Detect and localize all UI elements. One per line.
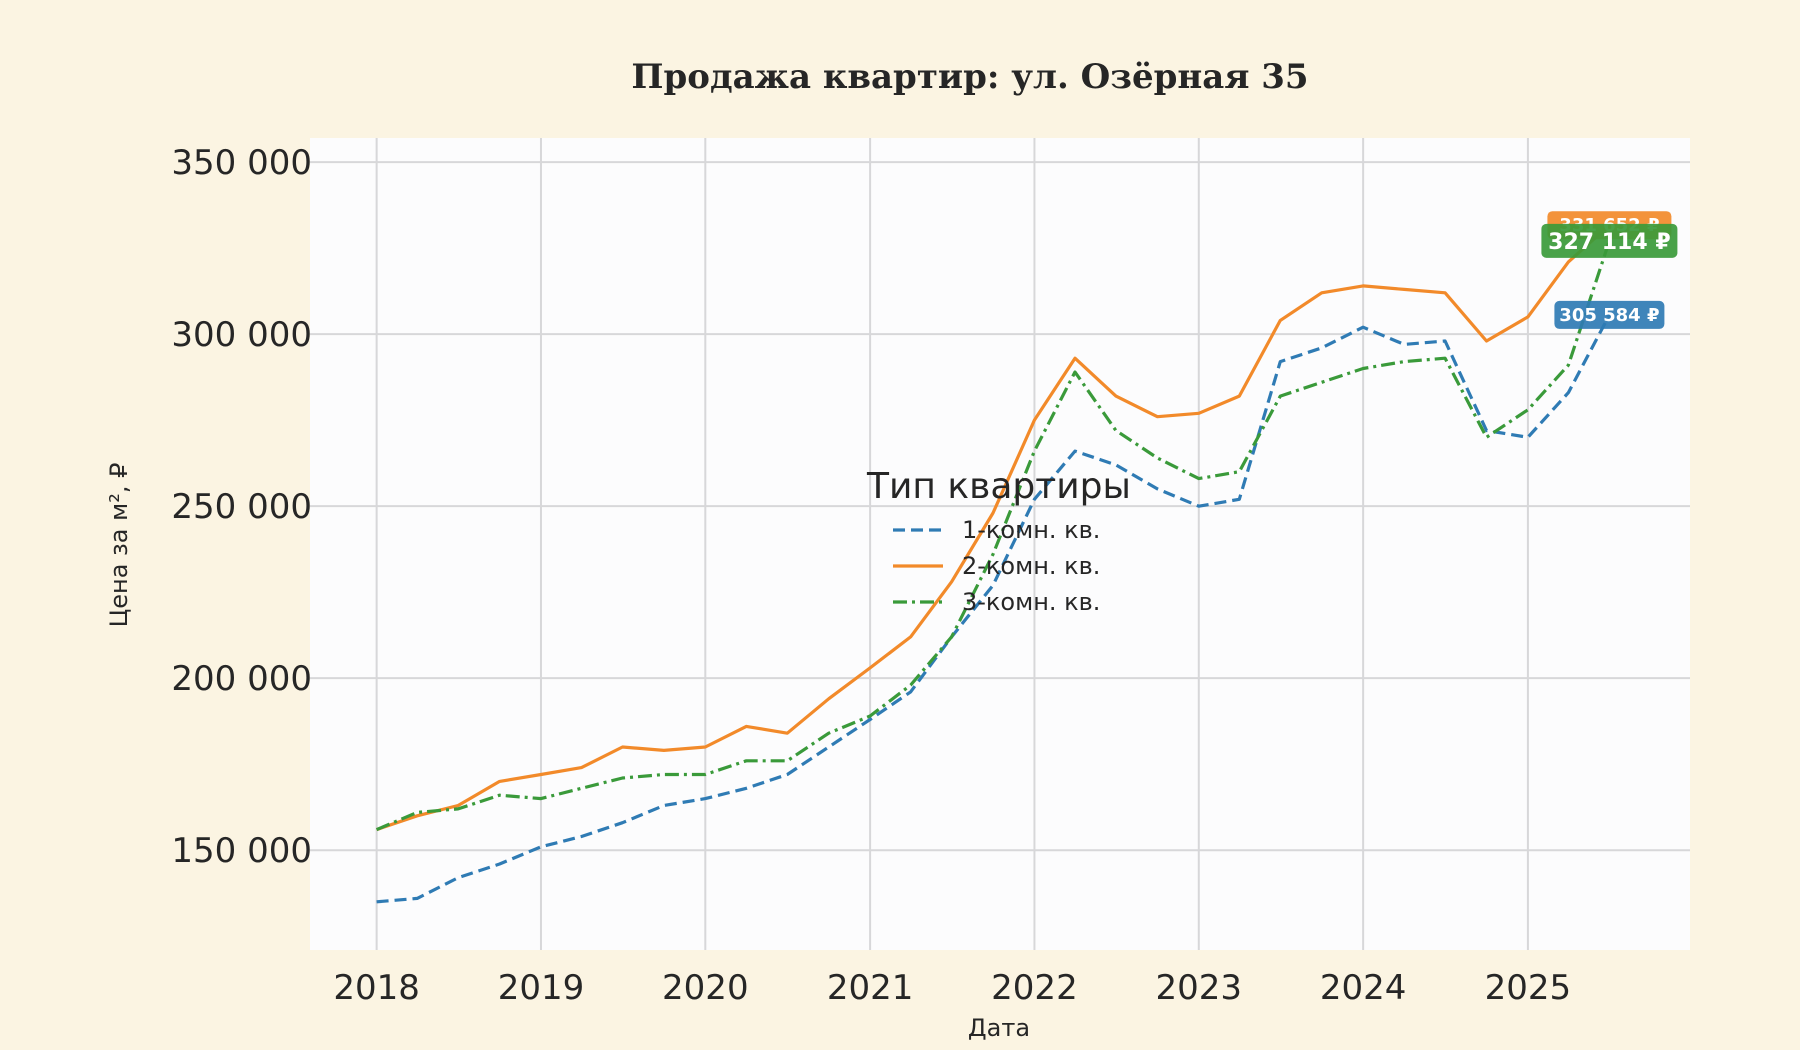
- y-tick-label: 200 000: [171, 659, 312, 699]
- legend-title: Тип квартиры: [866, 466, 1131, 507]
- legend-item-3: 3-комн. кв.: [893, 588, 1100, 616]
- x-tick-label: 2019: [498, 968, 585, 1008]
- x-tick-label: 2020: [662, 968, 749, 1008]
- end-badge-bg: [1541, 223, 1678, 258]
- end-badge-label: 305 584 ₽: [1559, 305, 1659, 326]
- y-tick-label: 250 000: [171, 487, 312, 527]
- x-tick-label: 2021: [827, 968, 914, 1008]
- x-tick-label: 2022: [991, 968, 1078, 1008]
- legend-label: 1-комн. кв.: [962, 516, 1100, 544]
- end-value-badges: 331 652 ₽327 114 ₽305 584 ₽: [1541, 211, 1678, 329]
- end-badge-1: 305 584 ₽: [1554, 300, 1665, 329]
- end-badge-3: 327 114 ₽: [1541, 223, 1678, 258]
- y-axis-label: Цена за м², ₽: [105, 463, 133, 628]
- x-tick-label: 2018: [333, 968, 420, 1008]
- x-axis-label: Дата: [968, 1014, 1030, 1042]
- series-line-1: [376, 314, 1611, 904]
- series-line-3: [375, 240, 1611, 832]
- end-badge-bg: [1554, 300, 1665, 329]
- x-tick-label: 2023: [1156, 968, 1243, 1008]
- legend-label: 3-комн. кв.: [962, 588, 1100, 616]
- legend-label: 2-комн. кв.: [962, 552, 1100, 580]
- chart-title: Продажа квартир: ул. Озёрная 35: [631, 57, 1308, 97]
- end-badge-label: 327 114 ₽: [1548, 230, 1670, 255]
- x-tick-label: 2025: [1485, 968, 1572, 1008]
- series-line-2: [376, 224, 1611, 832]
- y-tick-label: 300 000: [171, 315, 312, 355]
- legend-item-1: 1-комн. кв.: [893, 516, 1100, 544]
- y-tick-label: 150 000: [171, 831, 312, 871]
- series-layer: [375, 224, 1611, 904]
- x-axis: 2018 2019 2020 2021 2022 2023 2024 2025: [333, 968, 1571, 1008]
- plot-area: [310, 138, 1690, 950]
- grid: [310, 138, 1690, 950]
- legend-item-2: 2-комн. кв.: [893, 552, 1100, 580]
- x-tick-label: 2024: [1320, 968, 1407, 1008]
- y-tick-label: 350 000: [171, 143, 312, 183]
- y-axis: 150 000 200 000 250 000 300 000 350 000: [171, 143, 312, 871]
- legend: Тип квартиры 1-комн. кв. 2-комн. кв. 3-ком…: [866, 466, 1131, 616]
